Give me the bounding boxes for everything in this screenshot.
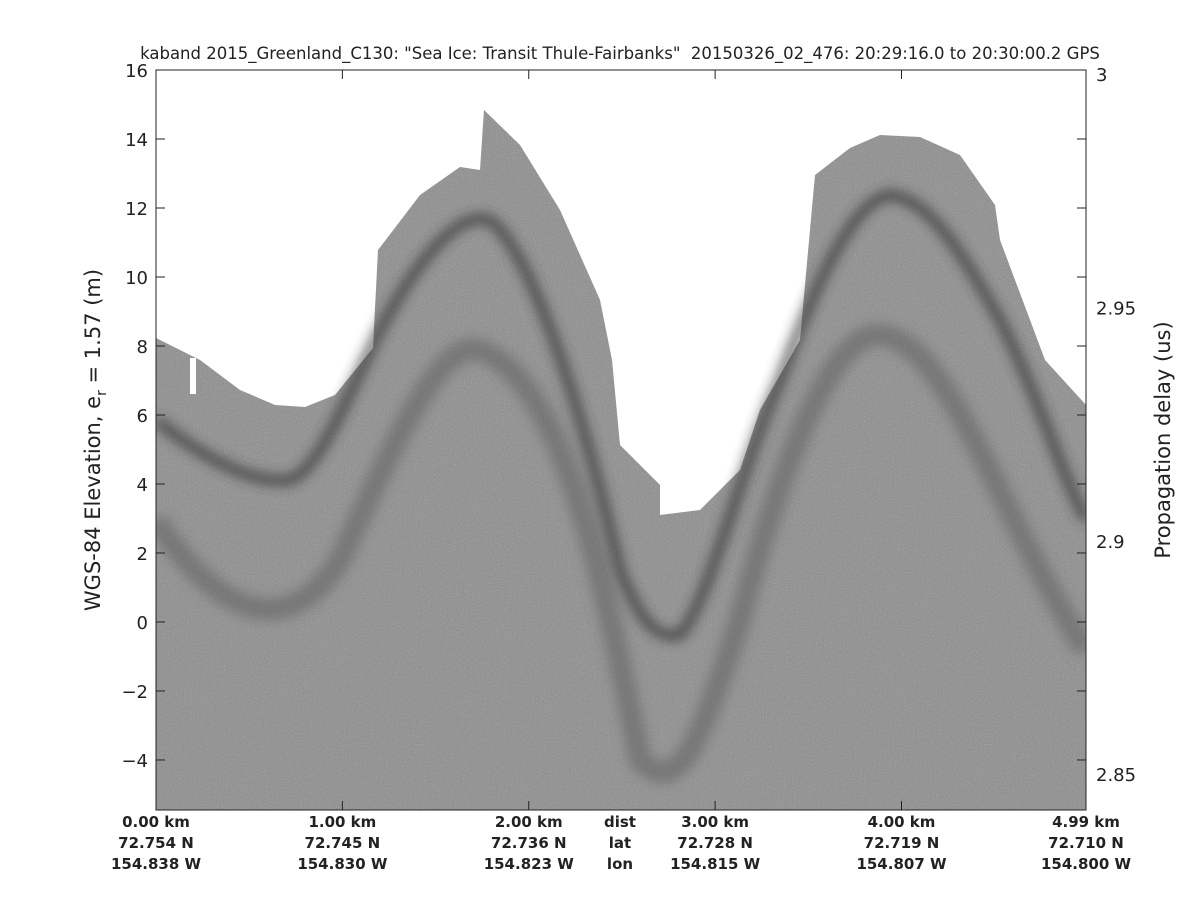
x-tick-label: 4.99 km	[1052, 813, 1120, 831]
y2-tick-label: 2.95	[1096, 298, 1136, 319]
plot-frame	[155, 69, 1087, 811]
y-tick-label: 2	[137, 544, 148, 565]
row-label: lon	[607, 855, 633, 873]
y-tick-label: 8	[137, 337, 148, 358]
surface-return	[156, 189, 1086, 641]
y2-tick-label: 3	[1096, 65, 1107, 86]
y-tick-label: 12	[125, 199, 148, 220]
y-tick-label: 10	[125, 268, 148, 289]
x-tick-lat: 72.710 N	[1048, 834, 1124, 852]
y-axis-label: WGS-84 Elevation, er = 1.57 (m)	[81, 269, 110, 611]
y-tick-label: 6	[137, 406, 148, 427]
y-tick-label: 16	[125, 61, 148, 82]
x-tick-label: 3.00 km	[681, 813, 749, 831]
x-tick-label: 4.00 km	[868, 813, 936, 831]
x-tick-lon: 154.807 W	[856, 855, 947, 873]
y-tick-label: −2	[121, 682, 148, 703]
x-tick-lat: 72.745 N	[305, 834, 381, 852]
y-tick-label: 14	[125, 130, 148, 151]
echogram-image	[156, 110, 1086, 810]
x-tick-lat: 72.754 N	[118, 834, 194, 852]
y2-tick-label: 2.85	[1096, 765, 1136, 786]
row-label: dist	[604, 813, 636, 831]
y-tick-label: 4	[137, 475, 148, 496]
x-tick-lon: 154.815 W	[670, 855, 761, 873]
row-label: lat	[609, 834, 631, 852]
y2-tick-label: 2.9	[1096, 532, 1125, 553]
x-tick-lon: 154.823 W	[484, 855, 575, 873]
y-label-text: WGS-84 Elevation, e	[81, 396, 105, 611]
x-tick-lon: 154.838 W	[111, 855, 202, 873]
y-tick-label: 0	[137, 613, 148, 634]
y2-axis-label: Propagation delay (us)	[1151, 321, 1175, 558]
deep-layer	[156, 323, 1086, 784]
chart-title: kaband 2015_Greenland_C130: "Sea Ice: Tr…	[140, 44, 1100, 64]
echogram	[156, 110, 1086, 810]
data-gap	[190, 358, 196, 394]
x-tick-lat: 72.736 N	[491, 834, 567, 852]
x-tick-lat: 72.719 N	[864, 834, 940, 852]
y-tick-label: −4	[121, 751, 148, 772]
x-tick-lon: 154.830 W	[297, 855, 388, 873]
x-tick-lon: 154.800 W	[1041, 855, 1132, 873]
x-tick-label: 1.00 km	[308, 813, 376, 831]
x-tick-lat: 72.728 N	[677, 834, 753, 852]
x-tick-label: 0.00 km	[122, 813, 190, 831]
y-label-sub: r	[94, 390, 110, 396]
y-label-rest: = 1.57 (m)	[81, 269, 105, 390]
x-tick-label: 2.00 km	[495, 813, 563, 831]
